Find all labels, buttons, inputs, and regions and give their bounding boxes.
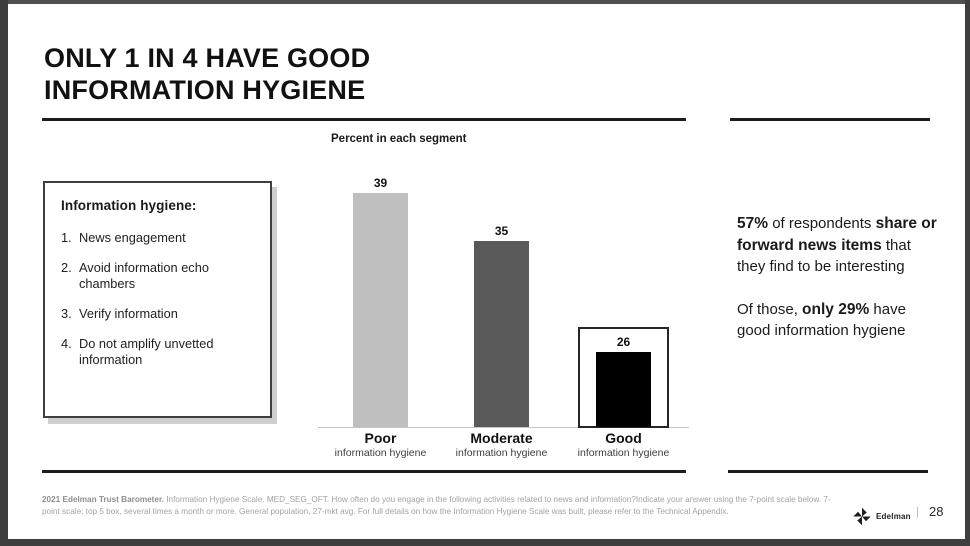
category-label-moderate: Moderate information hygiene	[437, 430, 567, 460]
bar-value-label: 35	[494, 224, 509, 238]
category-sublabel: information hygiene	[455, 447, 548, 459]
info-box-list: 1. News engagement 2. Avoid information ech…	[61, 230, 256, 368]
frame-edge-bottom	[0, 539, 970, 546]
item-text: Verify information	[79, 306, 178, 321]
item-number: 4.	[61, 336, 72, 351]
page-title: ONLY 1 IN 4 HAVE GOOD INFORMATION HYGIEN…	[44, 42, 524, 106]
source-footnote: 2021 Edelman Trust Barometer. Informatio…	[42, 495, 831, 516]
page-title-line1: ONLY 1 IN 4 HAVE GOOD	[44, 43, 371, 73]
chart-axis-line	[318, 427, 689, 428]
info-box-item: 4. Do not amplify unvetted information	[61, 336, 256, 368]
edelman-logo-icon	[853, 507, 871, 525]
item-text: Do not amplify unvetted information	[79, 336, 214, 367]
chart-title: Percent in each segment	[331, 133, 467, 145]
info-box-item: 2. Avoid information echo chambers	[61, 260, 256, 292]
information-hygiene-definition-box: Information hygiene: 1. News engagement 2.…	[43, 181, 272, 418]
right-panel-top-line	[730, 118, 930, 121]
finding-only-29: Of those, only 29% have good information…	[737, 300, 906, 340]
bar-moderate	[474, 241, 529, 427]
item-number: 1.	[61, 230, 72, 245]
item-text: News engagement	[79, 230, 186, 245]
bar-value-label: 39	[373, 176, 388, 190]
bar-poor	[353, 193, 408, 427]
page-title-line2: INFORMATION HYGIENE	[44, 75, 366, 105]
frame-edge-left	[0, 0, 8, 546]
edelman-wordmark: Edelman	[876, 511, 911, 521]
category-name: Poor	[364, 430, 397, 446]
frame-edge-right	[965, 0, 970, 546]
key-findings-panel: 57% of respondents share or forward news…	[737, 213, 937, 342]
item-number: 2.	[61, 260, 72, 275]
footer-brand: Edelman	[852, 503, 952, 529]
item-text: Avoid information echo chambers	[79, 260, 209, 291]
category-label-good: Good information hygiene	[559, 430, 689, 460]
category-name: Moderate	[470, 430, 533, 446]
page-number: 28	[929, 504, 944, 519]
category-sublabel: information hygiene	[577, 447, 670, 459]
category-sublabel: information hygiene	[334, 447, 427, 459]
footer-separator: |	[916, 506, 919, 518]
chart-bottom-line	[42, 470, 686, 473]
category-name: Good	[605, 430, 642, 446]
finding-share-forward: 57% of respondents share or forward news…	[737, 215, 937, 275]
info-box-heading: Information hygiene:	[61, 198, 197, 213]
title-divider-line	[42, 118, 686, 121]
bar-value-label: 26	[616, 335, 631, 349]
info-box-item: 3. Verify information	[61, 306, 256, 322]
item-number: 3.	[61, 306, 72, 321]
right-panel-bottom-line	[728, 470, 928, 473]
category-label-poor: Poor information hygiene	[316, 430, 446, 460]
info-box-item: 1. News engagement	[61, 230, 256, 246]
bar-good	[596, 352, 651, 427]
frame-edge-top	[0, 0, 970, 4]
